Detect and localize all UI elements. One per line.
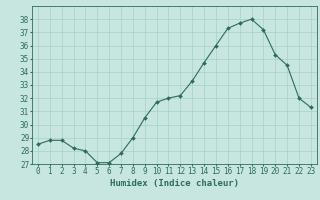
X-axis label: Humidex (Indice chaleur): Humidex (Indice chaleur) xyxy=(110,179,239,188)
